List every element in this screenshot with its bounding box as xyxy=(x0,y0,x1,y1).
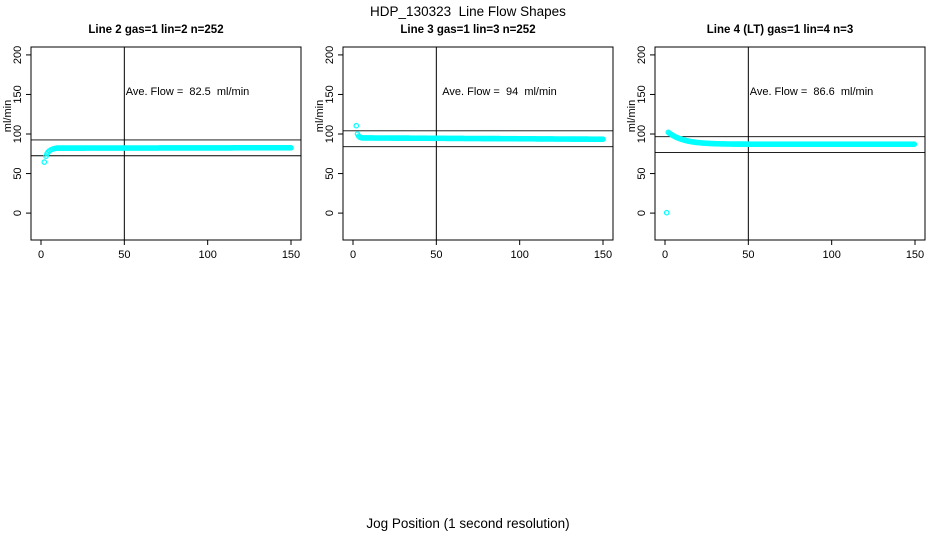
y-tick-label: 150 xyxy=(324,85,336,103)
plot-svg: 0 50 100 150 0 50 100 150 200 xyxy=(636,46,926,261)
plot-svg: 0 50 100 150 0 50 100 150 200 xyxy=(12,46,302,261)
figure-title: HDP_130323 Line Flow Shapes xyxy=(370,4,566,19)
y-tick-label: 50 xyxy=(12,167,24,179)
data-point xyxy=(41,159,48,165)
plot-frame xyxy=(30,46,302,241)
x-tick-label: 50 xyxy=(118,249,130,261)
x-tick-label: 150 xyxy=(906,249,924,261)
panel-line2-title: Line 2 gas=1 lin=2 n=252 xyxy=(88,24,224,36)
y-tick-label: 200 xyxy=(12,46,24,64)
x-tick-label: 0 xyxy=(38,249,44,261)
y-tick-label: 150 xyxy=(12,85,24,103)
y-tick-label: 0 xyxy=(636,210,648,216)
data-point xyxy=(288,145,294,151)
x-tick-label: 100 xyxy=(198,249,216,261)
x-tick-label: 0 xyxy=(350,249,356,261)
x-axis-label: Jog Position (1 second resolution) xyxy=(366,516,570,531)
y-tick-label: 100 xyxy=(324,125,336,143)
y-tick-label: 0 xyxy=(324,210,336,216)
panel-line3-title: Line 3 gas=1 lin=3 n=252 xyxy=(400,24,536,36)
y-tick-label: 150 xyxy=(636,85,648,103)
ave-flow-annotation: Ave. Flow = 86.6 ml/min xyxy=(749,86,874,98)
panel-line2: Line 2 gas=1 lin=2 n=252 ml/min 0 50 100 15… xyxy=(0,20,312,290)
panel-line4-title: Line 4 (LT) gas=1 lin=4 n=3 xyxy=(706,24,854,36)
x-tick-label: 150 xyxy=(594,249,612,261)
panel-line4-plot-area: 0 50 100 150 0 50 100 150 200 xyxy=(624,20,936,270)
y-tick-label: 100 xyxy=(12,125,24,143)
ave-flow-annotation: Ave. Flow = 94 ml/min xyxy=(442,86,557,98)
x-tick-label: 50 xyxy=(430,249,442,261)
y-tick-label: 200 xyxy=(324,46,336,64)
x-tick-label: 0 xyxy=(662,249,668,261)
plot-frame xyxy=(342,46,614,241)
panel-line4: Line 4 (LT) gas=1 lin=4 n=3 ml/min 0 50 10… xyxy=(624,20,936,290)
y-tick-label: 0 xyxy=(12,210,24,216)
y-tick-label: 200 xyxy=(636,46,648,64)
panel-line2-plot-area: 0 50 100 150 0 50 100 150 200 xyxy=(0,20,312,270)
y-tick-label: 50 xyxy=(636,167,648,179)
x-tick-label: 50 xyxy=(742,249,754,261)
x-tick-label: 100 xyxy=(822,249,840,261)
panel-line3-plot-area: 0 50 100 150 0 50 100 150 200 xyxy=(312,20,624,270)
plot-frame xyxy=(654,46,926,241)
data-point xyxy=(911,141,918,148)
y-tick-label: 50 xyxy=(324,167,336,179)
y-tick-label: 100 xyxy=(636,125,648,143)
plot-svg: 0 50 100 150 0 50 100 150 200 xyxy=(324,46,614,261)
x-tick-label: 150 xyxy=(282,249,300,261)
panel-line3: Line 3 gas=1 lin=3 n=252 ml/min 0 50 100 15… xyxy=(312,20,624,290)
ave-flow-annotation: Ave. Flow = 82.5 ml/min xyxy=(125,86,250,98)
x-tick-label: 100 xyxy=(510,249,528,261)
data-point xyxy=(353,122,360,129)
data-point xyxy=(663,209,670,216)
data-point xyxy=(600,136,606,143)
